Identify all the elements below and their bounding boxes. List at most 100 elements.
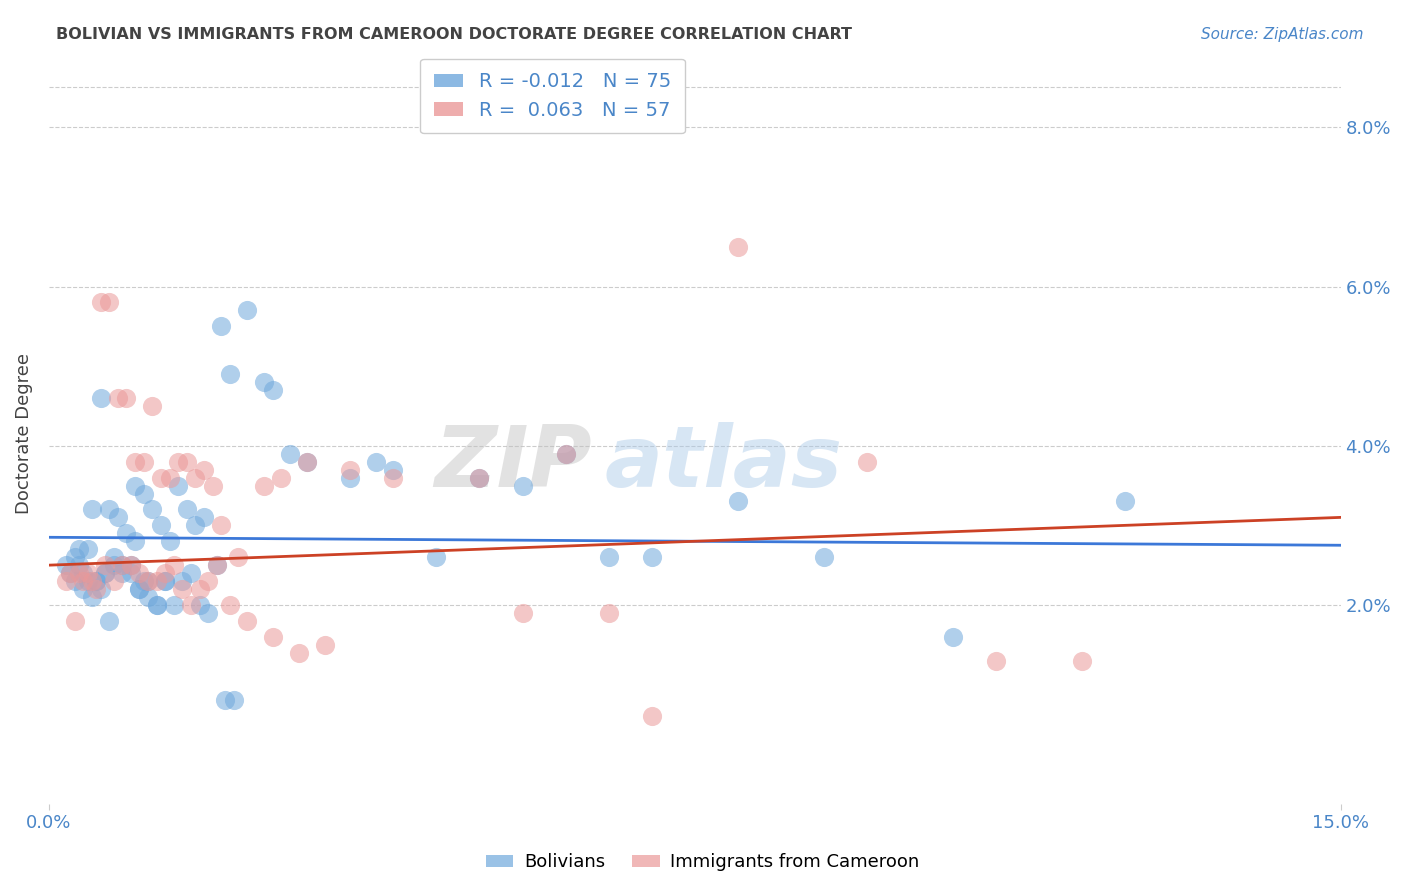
Point xyxy=(641,550,664,565)
Point xyxy=(297,455,319,469)
Point xyxy=(236,303,259,318)
Point xyxy=(184,470,207,484)
Point xyxy=(222,693,245,707)
Point xyxy=(149,518,172,533)
Point xyxy=(228,550,250,565)
Point xyxy=(339,462,361,476)
Point xyxy=(314,638,336,652)
Point xyxy=(253,478,276,492)
Point xyxy=(111,558,134,573)
Point xyxy=(172,574,194,588)
Point xyxy=(942,630,965,644)
Point xyxy=(141,502,163,516)
Point xyxy=(167,455,190,469)
Point xyxy=(554,447,576,461)
Point xyxy=(145,598,167,612)
Point xyxy=(382,462,405,476)
Point xyxy=(287,646,309,660)
Point xyxy=(107,510,129,524)
Point xyxy=(262,630,284,644)
Point xyxy=(641,709,664,723)
Point xyxy=(598,606,620,620)
Point xyxy=(67,542,90,557)
Point xyxy=(80,590,103,604)
Point xyxy=(76,574,98,588)
Point xyxy=(128,566,150,581)
Point xyxy=(155,566,177,581)
Point xyxy=(218,367,240,381)
Point xyxy=(124,534,146,549)
Point xyxy=(167,478,190,492)
Point xyxy=(163,558,186,573)
Point xyxy=(98,295,121,310)
Point xyxy=(172,582,194,596)
Point xyxy=(115,391,138,405)
Point xyxy=(63,550,86,565)
Point xyxy=(218,598,240,612)
Point xyxy=(141,399,163,413)
Point xyxy=(72,574,94,588)
Point xyxy=(727,494,749,508)
Point xyxy=(111,566,134,581)
Text: ZIP: ZIP xyxy=(434,422,592,505)
Point xyxy=(67,566,90,581)
Point xyxy=(72,582,94,596)
Point xyxy=(176,455,198,469)
Point xyxy=(209,319,232,334)
Point xyxy=(598,550,620,565)
Text: Source: ZipAtlas.com: Source: ZipAtlas.com xyxy=(1201,27,1364,42)
Point xyxy=(205,558,228,573)
Legend: Bolivians, Immigrants from Cameroon: Bolivians, Immigrants from Cameroon xyxy=(479,847,927,879)
Point xyxy=(214,693,236,707)
Point xyxy=(80,502,103,516)
Point xyxy=(236,614,259,628)
Point xyxy=(76,566,98,581)
Text: atlas: atlas xyxy=(605,422,842,505)
Point xyxy=(94,566,117,581)
Point xyxy=(128,582,150,596)
Point xyxy=(120,558,142,573)
Point xyxy=(120,566,142,581)
Point xyxy=(382,470,405,484)
Point xyxy=(90,582,112,596)
Point xyxy=(90,391,112,405)
Point xyxy=(253,375,276,389)
Point xyxy=(94,558,117,573)
Point xyxy=(145,598,167,612)
Point xyxy=(163,598,186,612)
Point xyxy=(270,470,292,484)
Point xyxy=(468,470,491,484)
Point xyxy=(72,566,94,581)
Point xyxy=(512,606,534,620)
Point xyxy=(98,614,121,628)
Point xyxy=(856,455,879,469)
Point xyxy=(159,534,181,549)
Point xyxy=(115,526,138,541)
Point xyxy=(188,598,211,612)
Point xyxy=(132,455,155,469)
Point xyxy=(262,383,284,397)
Point xyxy=(155,574,177,588)
Y-axis label: Doctorate Degree: Doctorate Degree xyxy=(15,353,32,515)
Point xyxy=(180,566,202,581)
Point xyxy=(339,470,361,484)
Point xyxy=(55,574,77,588)
Point xyxy=(1114,494,1136,508)
Point xyxy=(128,582,150,596)
Point xyxy=(59,566,82,581)
Point xyxy=(132,574,155,588)
Point xyxy=(193,510,215,524)
Point xyxy=(984,654,1007,668)
Point xyxy=(80,574,103,588)
Point xyxy=(136,574,159,588)
Point xyxy=(813,550,835,565)
Point xyxy=(297,455,319,469)
Point xyxy=(124,478,146,492)
Point xyxy=(86,582,108,596)
Point xyxy=(86,574,108,588)
Point xyxy=(727,240,749,254)
Point xyxy=(76,542,98,557)
Point xyxy=(90,295,112,310)
Point xyxy=(159,470,181,484)
Point xyxy=(188,582,211,596)
